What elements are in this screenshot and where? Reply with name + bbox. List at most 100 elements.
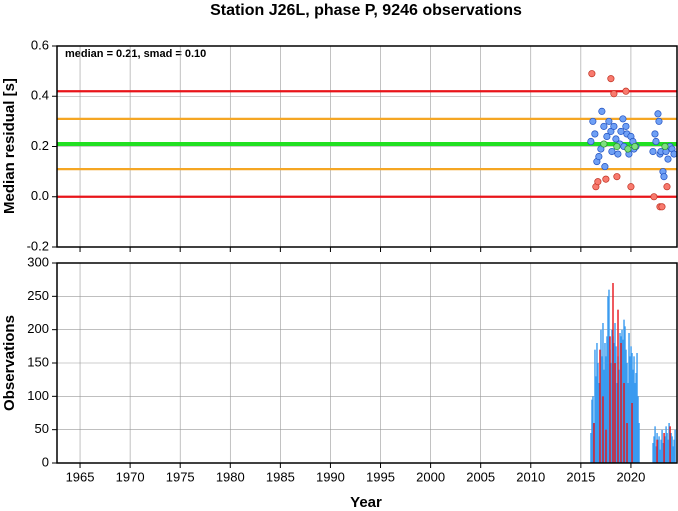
bar	[594, 349, 596, 463]
point	[622, 122, 630, 130]
bar	[664, 436, 666, 463]
y-tick-label: 100	[27, 388, 49, 403]
bar	[636, 353, 638, 463]
bar	[591, 399, 593, 463]
point	[658, 203, 666, 211]
x-tick-label: 1980	[216, 469, 245, 484]
plot-frame	[56, 262, 678, 464]
point	[613, 173, 621, 181]
bar	[601, 356, 603, 463]
bar	[622, 339, 624, 463]
bar	[653, 436, 655, 463]
point	[670, 150, 678, 158]
point	[619, 115, 627, 123]
point	[601, 163, 609, 171]
bar	[598, 383, 600, 463]
bar	[633, 356, 635, 463]
point	[603, 132, 611, 141]
bar	[629, 356, 631, 463]
bar	[619, 333, 621, 463]
bar	[631, 403, 633, 463]
plot-frame	[56, 45, 678, 248]
y-tick-label: 0.4	[31, 88, 49, 103]
bar	[613, 343, 615, 463]
point	[664, 155, 672, 163]
bar	[665, 426, 667, 463]
annotation: median = 0.21, smad = 0.10	[65, 48, 206, 60]
bar	[638, 423, 640, 463]
y-tick-label: 250	[27, 288, 49, 303]
point	[631, 142, 639, 151]
bar	[615, 346, 617, 463]
bar	[659, 449, 661, 463]
bar	[656, 439, 658, 463]
bar	[595, 376, 597, 463]
bar	[655, 446, 657, 463]
bar	[661, 429, 663, 463]
point	[610, 122, 618, 130]
bar	[674, 429, 676, 463]
bar	[660, 439, 662, 463]
chart-title: Station J26L, phase P, 9246 observations	[210, 2, 522, 19]
bar	[625, 349, 627, 463]
y-tick-label: 200	[27, 321, 49, 336]
point	[655, 117, 663, 125]
y-tick-label: 0.0	[31, 188, 49, 203]
bar	[627, 383, 629, 463]
point	[595, 153, 603, 161]
bar	[609, 336, 611, 463]
y-axis-label: Observations	[1, 315, 18, 411]
bar	[637, 396, 639, 463]
bar	[657, 439, 659, 463]
point	[589, 117, 597, 125]
point	[600, 140, 608, 148]
bar	[621, 329, 623, 463]
bar	[663, 433, 665, 463]
bar	[599, 349, 601, 463]
bar	[626, 423, 628, 463]
point	[594, 178, 602, 186]
point	[587, 137, 595, 146]
bar	[603, 369, 605, 463]
x-tick-label: 2010	[516, 469, 545, 484]
bar	[590, 433, 592, 463]
y-tick-label: 0	[42, 454, 49, 469]
y-tick-label: 150	[27, 354, 49, 369]
bar	[658, 436, 660, 463]
bar	[634, 383, 636, 463]
bar	[608, 289, 610, 463]
bar	[652, 443, 654, 463]
bar	[604, 343, 606, 463]
bar	[624, 326, 626, 463]
bar	[669, 426, 671, 463]
point	[617, 127, 625, 135]
bar	[597, 363, 599, 463]
y-tick-label: 300	[27, 254, 49, 269]
x-tick-label: 1970	[116, 469, 145, 484]
x-tick-label: 1995	[366, 469, 395, 484]
bar	[626, 363, 628, 463]
point	[613, 142, 621, 151]
bar	[671, 436, 673, 463]
point	[605, 117, 613, 125]
bar	[654, 426, 656, 463]
x-axis-label: Year	[350, 494, 382, 511]
point	[612, 135, 620, 143]
point	[652, 137, 660, 146]
bar	[607, 296, 609, 463]
bar	[670, 433, 672, 463]
bar	[605, 429, 607, 463]
point	[600, 122, 608, 130]
point	[622, 87, 630, 95]
point	[660, 173, 668, 181]
point	[614, 150, 622, 158]
bar	[616, 383, 618, 463]
x-tick-label: 1990	[316, 469, 345, 484]
bar	[666, 433, 668, 463]
y-tick-label: 0.6	[31, 37, 49, 52]
y-tick-label: 0.2	[31, 138, 49, 153]
bar	[605, 356, 607, 463]
point	[650, 193, 658, 201]
bar	[673, 439, 675, 463]
